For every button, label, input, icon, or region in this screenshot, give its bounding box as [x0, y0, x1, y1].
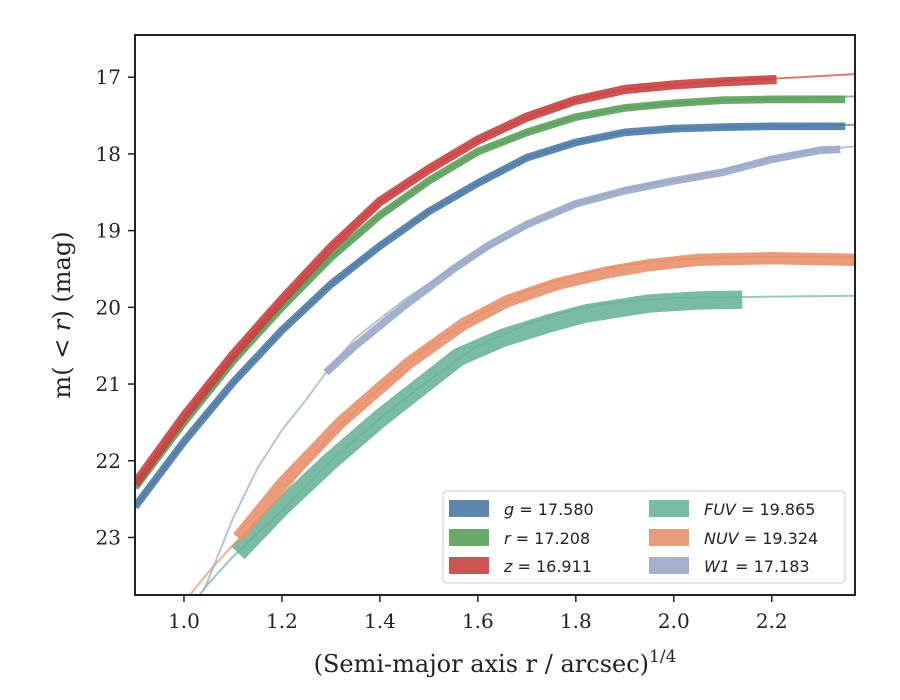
series-r-model-line [135, 95, 855, 489]
legend-label-nuv: NUV = 19.324 [704, 529, 818, 548]
y-tick-label: 20 [96, 295, 121, 319]
series-g-data-band [135, 122, 846, 510]
tick-layer: 1.0 1.2 1.4 1.6 1.8 2.0 2.2 17 18 19 20 21 22 23 [96, 65, 788, 633]
x-tick-label: 1.8 [560, 609, 592, 633]
legend-swatch-r [449, 529, 489, 546]
legend-frame [442, 490, 846, 584]
series-z-data-band [135, 74, 777, 487]
x-axis-label: (Semi-major axis r / arcsec)1/4 [314, 647, 677, 678]
legend-swatch-nuv [649, 529, 689, 546]
y-tick-label: 22 [96, 449, 121, 473]
y-tick-label: 18 [96, 142, 121, 166]
y-tick-label: 19 [96, 219, 121, 243]
x-tick-label: 1.6 [462, 609, 494, 633]
series-g-model-line [135, 123, 855, 508]
legend-label-z: z = 16.911 [503, 557, 592, 576]
legend-swatch-z [449, 557, 489, 574]
series-nuv-data-band [233, 252, 855, 542]
series-w1-data-band [323, 145, 841, 376]
x-tick-label: 1.0 [168, 609, 200, 633]
legend-label-g: g = 17.580 [504, 500, 594, 519]
legend-swatch-g [449, 500, 489, 517]
series-fuv-data-band [231, 290, 743, 560]
series-layer [135, 73, 855, 595]
x-axis-label-exponent: 1/4 [649, 647, 676, 667]
legend-label-w1: W1 = 17.183 [704, 557, 810, 576]
x-tick-label: 2.0 [658, 609, 690, 633]
legend-label-fuv: FUV = 19.865 [704, 500, 815, 519]
x-tick-label: 2.2 [756, 609, 788, 633]
y-tick-label: 17 [96, 65, 121, 89]
legend-swatch-fuv [649, 500, 689, 517]
legend: g = 17.580 r = 17.208 z = 16.911 FUV = 19.8… [442, 490, 846, 584]
y-axis-label: m( < r) (mag) [48, 231, 76, 398]
y-tick-label: 21 [96, 372, 121, 396]
x-tick-label: 1.2 [266, 609, 298, 633]
y-tick-label: 23 [96, 525, 121, 549]
y-axis-label-variable: < r [48, 318, 76, 366]
plot-frame [134, 34, 856, 596]
legend-label-r: r = 17.208 [504, 529, 590, 548]
x-tick-label: 1.4 [364, 609, 396, 633]
legend-swatch-w1 [649, 557, 689, 574]
